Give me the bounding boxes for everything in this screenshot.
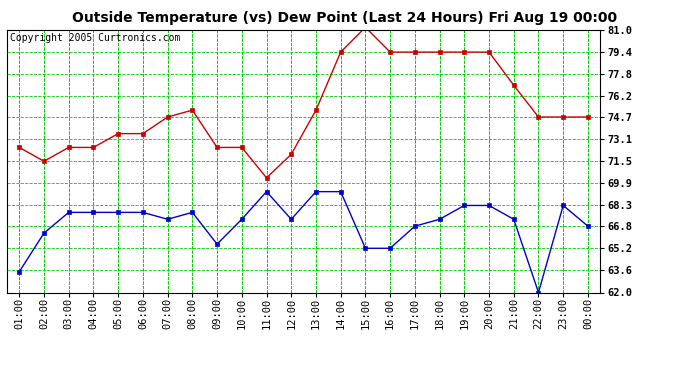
- Text: Outside Temperature (vs) Dew Point (Last 24 Hours) Fri Aug 19 00:00: Outside Temperature (vs) Dew Point (Last…: [72, 11, 618, 25]
- Text: Copyright 2005 Curtronics.com: Copyright 2005 Curtronics.com: [10, 33, 180, 43]
